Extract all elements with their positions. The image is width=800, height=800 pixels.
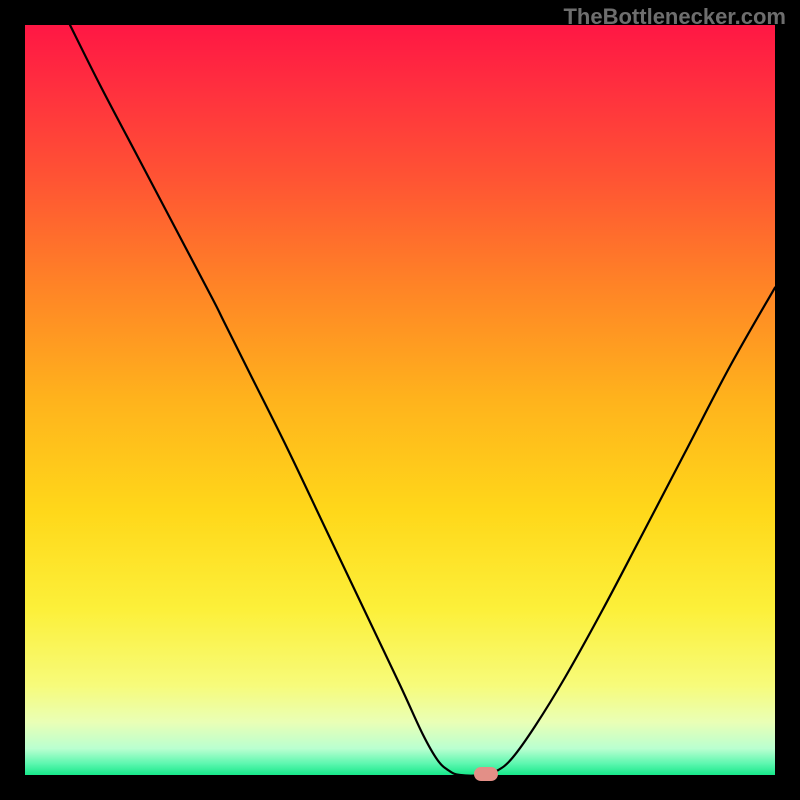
optimum-marker: [474, 767, 498, 781]
watermark-text: TheBottlenecker.com: [563, 4, 786, 30]
bottleneck-curve-path: [70, 25, 775, 775]
curve-layer: [25, 25, 775, 775]
bottleneck-chart: TheBottlenecker.com: [0, 0, 800, 800]
